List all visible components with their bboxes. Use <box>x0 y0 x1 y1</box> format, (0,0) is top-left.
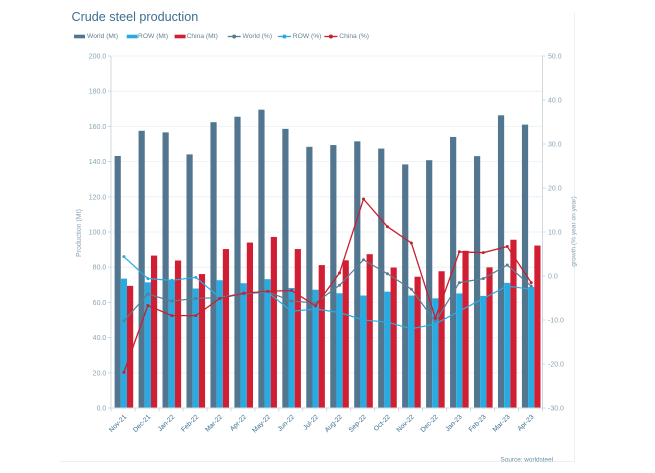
svg-text:ROW (Mt): ROW (Mt) <box>138 33 168 40</box>
svg-text:-30.0: -30.0 <box>548 406 564 413</box>
svg-text:40.0: 40.0 <box>548 98 562 105</box>
svg-text:World (%): World (%) <box>243 33 273 40</box>
svg-text:20.0: 20.0 <box>93 370 107 377</box>
svg-text:30.0: 30.0 <box>548 142 562 149</box>
svg-text:-10.0: -10.0 <box>548 318 564 325</box>
svg-text:120.0: 120.0 <box>89 194 107 201</box>
svg-text:China (Mt): China (Mt) <box>187 33 218 40</box>
svg-text:World (Mt): World (Mt) <box>87 33 118 40</box>
svg-text:Crude steel production: Crude steel production <box>72 10 199 24</box>
svg-text:140.0: 140.0 <box>89 159 107 166</box>
svg-text:0.0: 0.0 <box>548 274 558 281</box>
svg-text:50.0: 50.0 <box>548 54 562 61</box>
svg-text:20.0: 20.0 <box>548 186 562 193</box>
svg-text:Production (Mt): Production (Mt) <box>76 209 83 257</box>
svg-text:Source: worldsteel: Source: worldsteel <box>501 457 554 464</box>
svg-text:60.0: 60.0 <box>93 300 107 307</box>
svg-text:-20.0: -20.0 <box>548 362 564 369</box>
svg-text:0.0: 0.0 <box>97 406 107 413</box>
svg-text:200.0: 200.0 <box>89 54 107 61</box>
svg-text:China (%): China (%) <box>339 33 369 40</box>
svg-text:ROW (%): ROW (%) <box>293 33 322 40</box>
svg-text:80.0: 80.0 <box>93 265 107 272</box>
svg-text:10.0: 10.0 <box>548 230 562 237</box>
svg-text:180.0: 180.0 <box>89 89 107 96</box>
svg-text:160.0: 160.0 <box>89 124 107 131</box>
svg-text:growth (% year on year): growth (% year on year) <box>570 196 577 266</box>
svg-text:40.0: 40.0 <box>93 335 107 342</box>
svg-text:100.0: 100.0 <box>89 230 107 237</box>
